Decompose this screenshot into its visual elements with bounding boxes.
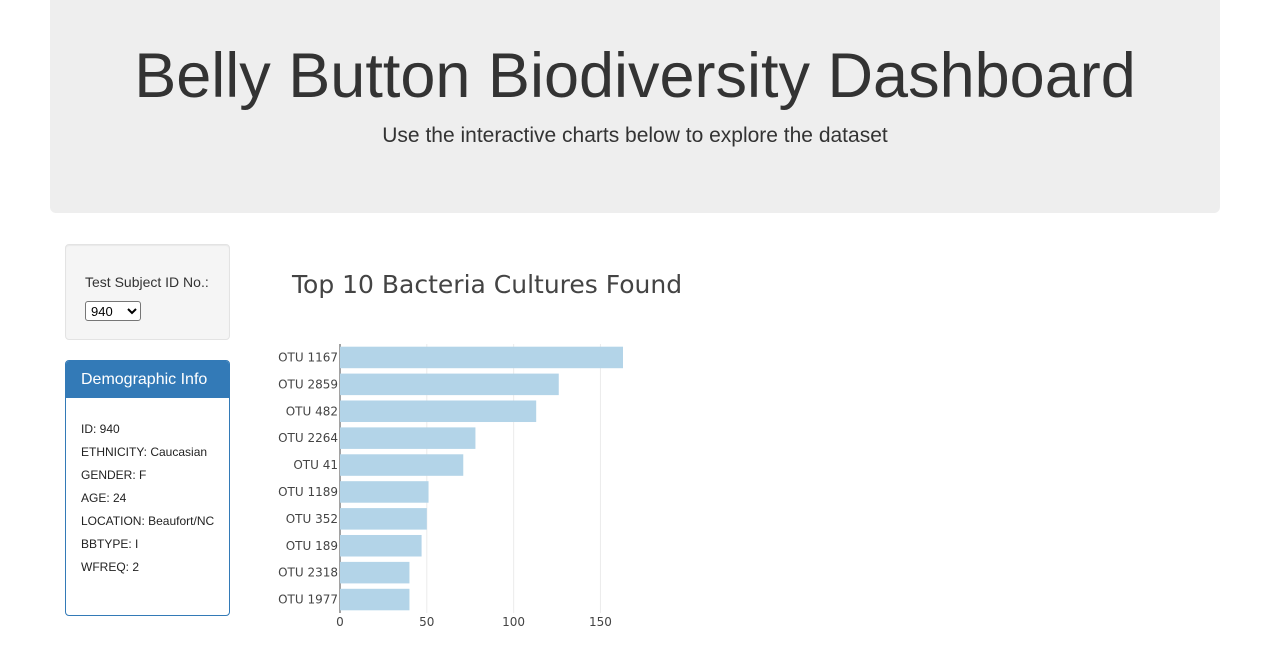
demographic-row-wfreq: WFREQ: 2 bbox=[81, 560, 140, 574]
subject-selector-panel: Test Subject ID No.: 940 bbox=[65, 244, 230, 340]
category-label: OTU 41 bbox=[293, 458, 338, 472]
category-label: OTU 482 bbox=[286, 404, 338, 418]
x-tick-label: 100 bbox=[502, 615, 525, 629]
category-label: OTU 2859 bbox=[278, 377, 338, 391]
chart-title: Top 10 Bacteria Cultures Found bbox=[291, 270, 682, 299]
bar-otu-1167[interactable] bbox=[340, 346, 623, 369]
chart-bars[interactable] bbox=[340, 346, 623, 611]
demographic-info-panel: Demographic Info ID: 940 ETHNICITY: Cauc… bbox=[65, 360, 230, 616]
category-label: OTU 1167 bbox=[278, 350, 338, 364]
bar-otu-41[interactable] bbox=[340, 454, 464, 476]
bar-otu-2264[interactable] bbox=[340, 427, 476, 449]
demographic-row-ethnicity: ETHNICITY: Caucasian bbox=[81, 445, 208, 459]
x-tick-label: 50 bbox=[419, 615, 434, 629]
bar-otu-1189[interactable] bbox=[340, 481, 429, 503]
chart-x-ticks: 0 50 100 150 bbox=[336, 615, 612, 629]
bar-otu-352[interactable] bbox=[340, 508, 427, 530]
header-jumbotron: Belly Button Biodiversity Dashboard Use … bbox=[50, 0, 1220, 213]
subject-id-select[interactable]: 940 bbox=[85, 301, 141, 321]
category-label: OTU 189 bbox=[286, 539, 338, 553]
category-label: OTU 1977 bbox=[278, 593, 338, 607]
bar-otu-189[interactable] bbox=[340, 534, 422, 557]
bar-otu-2318[interactable] bbox=[340, 561, 410, 584]
bar-otu-2859[interactable] bbox=[340, 373, 559, 396]
subject-id-label: Test Subject ID No.: bbox=[85, 274, 209, 290]
demographic-info-heading: Demographic Info bbox=[66, 361, 229, 398]
demographic-row-id: ID: 940 bbox=[81, 422, 120, 436]
chart-category-labels: OTU 1167 OTU 2859 OTU 482 OTU 2264 OTU 41 OTU… bbox=[278, 350, 338, 606]
bar-otu-482[interactable] bbox=[340, 400, 537, 423]
page-subtitle: Use the interactive charts below to expl… bbox=[382, 124, 888, 147]
bar-otu-1977[interactable] bbox=[340, 588, 410, 611]
page-title: Belly Button Biodiversity Dashboard bbox=[134, 41, 1136, 111]
top-bacteria-bar-chart[interactable]: Top 10 Bacteria Cultures Found OTU 1167 O… bbox=[260, 244, 960, 644]
demographic-row-location: LOCATION: Beaufort/NC bbox=[81, 514, 215, 528]
x-tick-label: 150 bbox=[589, 615, 612, 629]
demographic-info-body: ID: 940 ETHNICITY: Caucasian GENDER: F A… bbox=[66, 398, 229, 574]
demographic-row-gender: GENDER: F bbox=[81, 468, 147, 482]
demographic-row-age: AGE: 24 bbox=[81, 491, 127, 505]
x-tick-label: 0 bbox=[336, 615, 344, 629]
category-label: OTU 1189 bbox=[278, 485, 338, 499]
demographic-row-bbtype: BBTYPE: I bbox=[81, 537, 139, 551]
bar-chart-svg: Top 10 Bacteria Cultures Found OTU 1167O… bbox=[278, 270, 682, 629]
category-label: OTU 2264 bbox=[278, 431, 338, 445]
category-label: OTU 352 bbox=[286, 512, 338, 526]
category-label: OTU 2318 bbox=[278, 566, 338, 580]
